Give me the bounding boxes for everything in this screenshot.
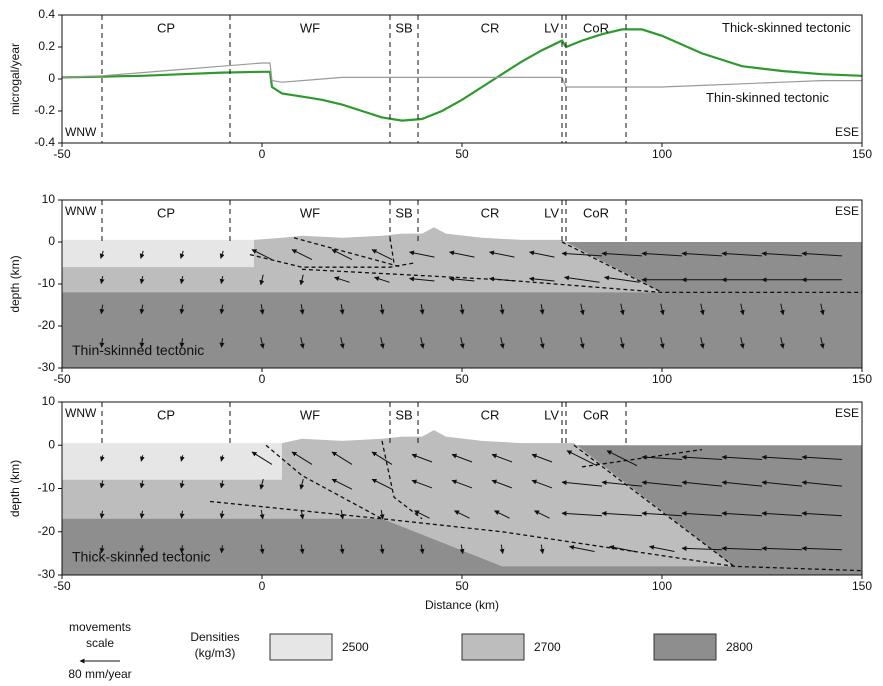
x-tick-label: 50: [455, 147, 469, 161]
y-tick-label: -20: [38, 318, 56, 332]
region-label: LV: [544, 20, 559, 35]
series-label: Thick-skinned tectonic: [722, 20, 852, 36]
legend-title-line: (kg/m3): [195, 646, 236, 660]
x-tick-label: 100: [652, 579, 672, 593]
legend-title: movements scale: [69, 620, 131, 650]
x-tick-label: 100: [652, 372, 672, 386]
y-tick-label: -0.4: [34, 135, 55, 149]
end-label: ESE: [835, 406, 859, 420]
y-tick-label: -0.2: [34, 103, 55, 117]
end-label: ESE: [835, 204, 859, 218]
y-axis-label: depth (km): [8, 460, 22, 517]
y-tick-label: 10: [42, 192, 56, 206]
region-label: CP: [157, 20, 175, 35]
y-tick-label: 0: [48, 71, 55, 85]
y-tick-label: -10: [38, 481, 56, 495]
region-label: CR: [481, 407, 500, 422]
region-label: WF: [300, 407, 320, 422]
x-tick-label: -50: [53, 372, 71, 386]
x-tick-label: 0: [259, 147, 266, 161]
legend-arrow-label: 80 mm/year: [68, 667, 131, 681]
region-label: WF: [300, 205, 320, 220]
x-tick-label: 50: [455, 579, 469, 593]
y-axis-label: microgal/year: [8, 43, 22, 115]
legend-label: 2800: [726, 640, 753, 654]
end-label: ESE: [835, 125, 859, 139]
region-label: LV: [544, 407, 559, 422]
x-tick-label: 150: [852, 579, 872, 593]
y-tick-label: 0.4: [38, 7, 55, 21]
region-label: CP: [157, 205, 175, 220]
region-label: SB: [395, 407, 412, 422]
series-label: Thin-skinned tectonic: [706, 90, 836, 106]
density-layer: [62, 443, 282, 480]
legend-swatch: [462, 634, 524, 660]
region-label: SB: [395, 20, 412, 35]
legend-title: Densities (kg/m3): [190, 630, 239, 660]
region-label: CR: [481, 20, 500, 35]
y-tick-label: 10: [42, 394, 56, 408]
legend-title-line: scale: [86, 636, 114, 650]
x-tick-label: -50: [53, 579, 71, 593]
y-axis-label: depth (km): [8, 255, 22, 312]
figure: CP WF SB CR LV CoR WNW ESE -0.4 -0.2 0 0.2 0.4 -50 0 50…: [0, 0, 883, 686]
legend-swatch: [270, 634, 332, 660]
series-line: [62, 29, 862, 120]
region-label: CoR: [583, 20, 609, 35]
region-label: WF: [300, 20, 320, 35]
y-tick-label: 0: [48, 437, 55, 451]
x-axis-label: Distance (km): [425, 598, 499, 612]
x-tick-label: 50: [455, 372, 469, 386]
x-tick-label: 0: [259, 579, 266, 593]
region-label: CP: [157, 407, 175, 422]
legend-title-line: Densities: [190, 630, 239, 644]
legend-label: 2700: [534, 640, 561, 654]
region-label: SB: [395, 205, 412, 220]
legend-label: 2500: [342, 640, 369, 654]
y-tick-label: 0.2: [38, 39, 55, 53]
region-label: CR: [481, 205, 500, 220]
x-tick-label: -50: [53, 147, 71, 161]
region-label: LV: [544, 205, 559, 220]
annotation: Thick-skinned tectonic: [72, 548, 211, 564]
x-tick-label: 100: [652, 147, 672, 161]
annotation: Thin-skinned tectonic: [72, 342, 204, 358]
end-label: WNW: [65, 406, 97, 420]
density-layer: [62, 240, 254, 267]
x-tick-label: 150: [852, 372, 872, 386]
end-label: WNW: [65, 204, 97, 218]
y-tick-label: -20: [38, 524, 56, 538]
x-tick-label: 0: [259, 372, 266, 386]
region-label: CoR: [583, 205, 609, 220]
region-label: CoR: [583, 407, 609, 422]
legend-title-line: movements: [69, 620, 131, 634]
end-label: WNW: [65, 125, 97, 139]
y-tick-label: -10: [38, 276, 56, 290]
x-tick-label: 150: [852, 147, 872, 161]
legend-swatch: [654, 634, 716, 660]
y-tick-label: 0: [48, 234, 55, 248]
